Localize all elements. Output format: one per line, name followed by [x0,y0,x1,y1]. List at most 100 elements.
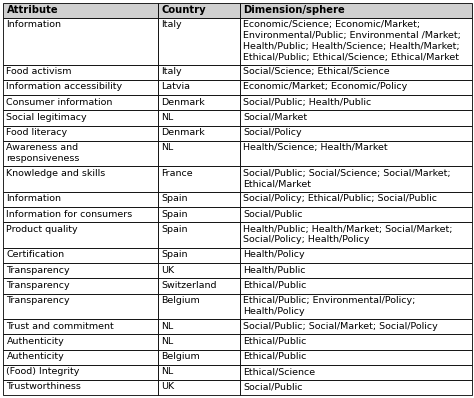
Text: Health/Public: Health/Public [244,265,306,275]
Bar [158,18,240,65]
Bar [240,319,472,334]
Text: Ethical/Public; Environmental/Policy;
Health/Policy: Ethical/Public; Environmental/Policy; He… [244,296,416,316]
Text: Authenticity: Authenticity [7,352,64,361]
Text: Food activism: Food activism [7,67,72,76]
Bar [3,222,158,248]
Text: Awareness and
responsiveness: Awareness and responsiveness [7,143,80,163]
Bar [158,95,240,110]
Text: Social/Public: Social/Public [244,210,303,219]
Text: NL: NL [162,367,174,376]
Bar [158,110,240,125]
Text: Switzerland: Switzerland [162,281,217,290]
Text: Spain: Spain [162,250,188,259]
Text: Transparency: Transparency [7,281,70,290]
Text: Denmark: Denmark [162,98,205,107]
Bar [158,125,240,141]
Text: Information: Information [7,20,62,29]
Bar [3,334,158,349]
Bar [240,80,472,95]
Text: Social/Policy; Ethical/Public; Social/Public: Social/Policy; Ethical/Public; Social/Pu… [244,194,438,203]
Text: Ethical/Public: Ethical/Public [244,281,307,290]
Text: Knowledge and skills: Knowledge and skills [7,169,106,178]
Bar [3,65,158,80]
Text: Transparency: Transparency [7,265,70,275]
Text: Consumer information: Consumer information [7,98,113,107]
Bar [3,380,158,395]
Bar [3,110,158,125]
Text: Information for consumers: Information for consumers [7,210,133,219]
Bar [158,192,240,207]
Bar [158,65,240,80]
Text: Information accessibility: Information accessibility [7,82,123,92]
Bar [240,207,472,222]
Text: Trust and commitment: Trust and commitment [7,322,114,331]
Bar [3,294,158,319]
Bar [240,18,472,65]
Bar [3,207,158,222]
Bar [158,166,240,192]
Bar [3,166,158,192]
Text: NL: NL [162,322,174,331]
Text: Latvia: Latvia [162,82,191,92]
Text: UK: UK [162,265,174,275]
Bar [3,365,158,380]
Text: Italy: Italy [162,67,182,76]
Text: Transparency: Transparency [7,296,70,305]
Text: Social/Public; Social/Market; Social/Policy: Social/Public; Social/Market; Social/Pol… [244,322,438,331]
Bar [158,222,240,248]
Text: Belgium: Belgium [162,296,200,305]
Bar [240,248,472,263]
Bar [3,263,158,279]
Bar [158,3,240,18]
Text: Health/Policy: Health/Policy [244,250,305,259]
Text: Health/Public; Health/Market; Social/Market;
Social/Policy; Health/Policy: Health/Public; Health/Market; Social/Mar… [244,225,453,244]
Text: Attribute: Attribute [7,5,58,15]
Text: Spain: Spain [162,225,188,234]
Bar [3,141,158,166]
Bar [158,334,240,349]
Bar [240,222,472,248]
Bar [240,3,472,18]
Text: Spain: Spain [162,210,188,219]
Bar [240,141,472,166]
Text: Social/Public; Health/Public: Social/Public; Health/Public [244,98,372,107]
Text: Certification: Certification [7,250,64,259]
Bar [240,125,472,141]
Bar [158,141,240,166]
Text: Dimension/sphere: Dimension/sphere [244,5,345,15]
Bar [3,192,158,207]
Text: Economic/Science; Economic/Market;
Environmental/Public; Environmental /Market;
: Economic/Science; Economic/Market; Envir… [244,20,461,62]
Bar [3,319,158,334]
Bar [3,279,158,294]
Text: Food literacy: Food literacy [7,128,68,137]
Bar [240,334,472,349]
Text: France: France [162,169,193,178]
Text: NL: NL [162,337,174,346]
Text: Spain: Spain [162,194,188,203]
Text: Social/Market: Social/Market [244,113,308,122]
Bar [240,263,472,279]
Text: Health/Science; Health/Market: Health/Science; Health/Market [244,143,388,152]
Bar [240,279,472,294]
Bar [158,380,240,395]
Bar [240,65,472,80]
Bar [158,207,240,222]
Text: Ethical/Public: Ethical/Public [244,337,307,346]
Bar [240,166,472,192]
Text: Product quality: Product quality [7,225,78,234]
Bar [3,18,158,65]
Text: NL: NL [162,143,174,152]
Bar [240,380,472,395]
Bar [240,110,472,125]
Text: Social legitimacy: Social legitimacy [7,113,87,122]
Text: Authenticity: Authenticity [7,337,64,346]
Bar [3,80,158,95]
Text: Denmark: Denmark [162,128,205,137]
Bar [240,294,472,319]
Bar [240,192,472,207]
Text: Trustworthiness: Trustworthiness [7,382,82,391]
Text: Italy: Italy [162,20,182,29]
Text: NL: NL [162,113,174,122]
Bar [3,349,158,365]
Bar [158,319,240,334]
